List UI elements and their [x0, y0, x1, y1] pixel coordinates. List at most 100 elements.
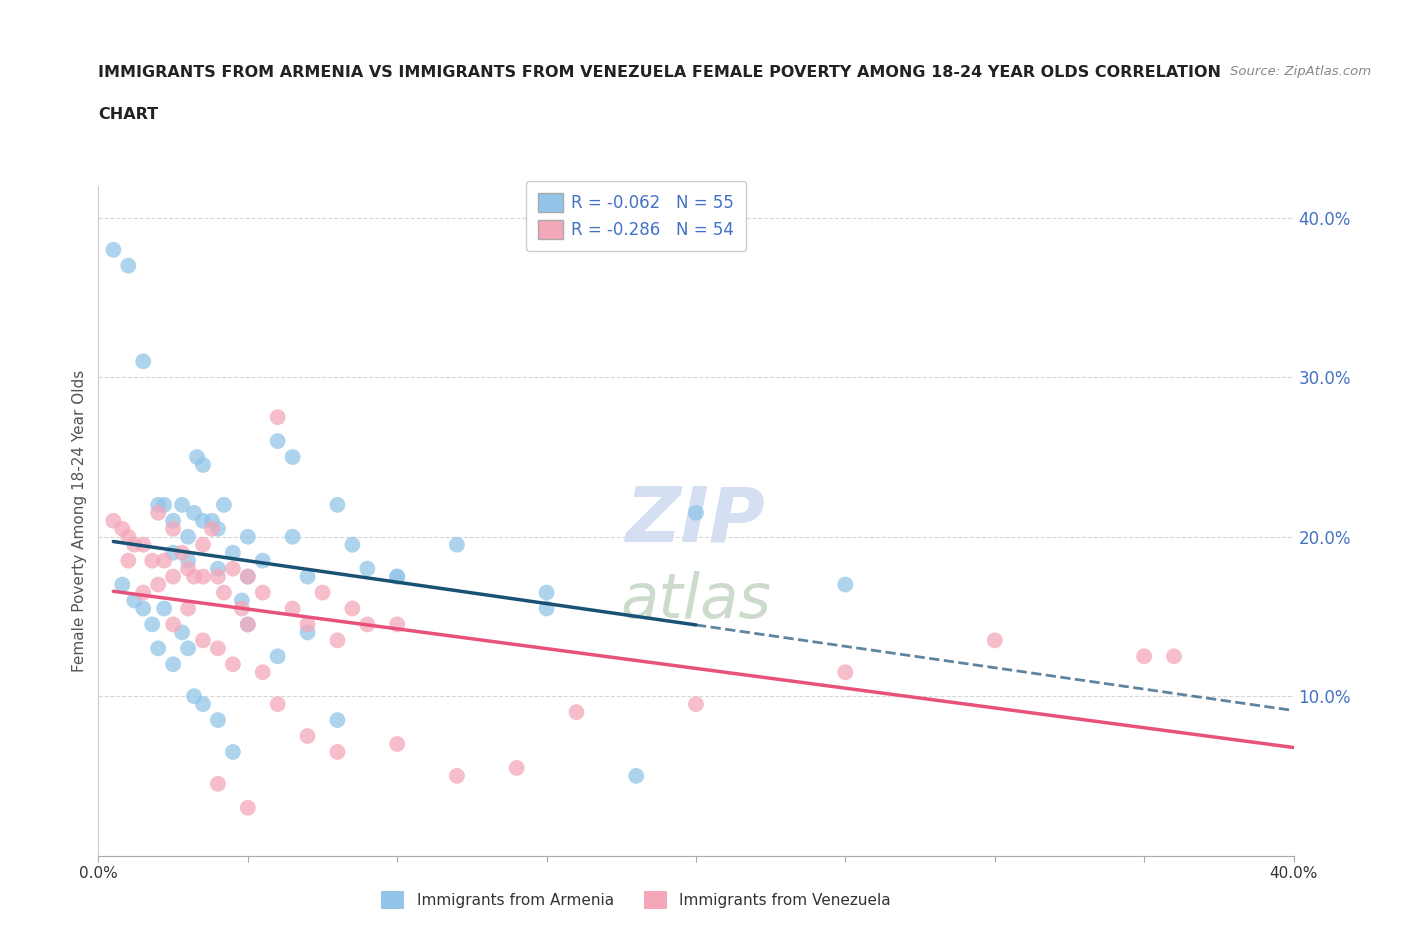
Text: Source: ZipAtlas.com: Source: ZipAtlas.com: [1230, 65, 1371, 78]
Point: [267, 410, 290, 425]
Point: [148, 578, 170, 592]
Point: [506, 761, 529, 776]
Point: [1133, 649, 1156, 664]
Point: [222, 745, 245, 760]
Point: [565, 705, 588, 720]
Point: [311, 585, 333, 600]
Point: [207, 777, 229, 791]
Point: [177, 561, 200, 576]
Point: [201, 522, 224, 537]
Point: [267, 433, 290, 448]
Text: IMMIGRANTS FROM ARMENIA VS IMMIGRANTS FROM VENEZUELA FEMALE POVERTY AMONG 18-24 : IMMIGRANTS FROM ARMENIA VS IMMIGRANTS FR…: [98, 65, 1222, 80]
Point: [385, 569, 409, 584]
Point: [207, 561, 229, 576]
Point: [267, 697, 290, 711]
Point: [141, 617, 163, 631]
Point: [201, 513, 224, 528]
Point: [297, 569, 319, 584]
Point: [536, 601, 558, 616]
Point: [326, 745, 349, 760]
Point: [236, 617, 259, 631]
Point: [191, 538, 214, 552]
Point: [153, 601, 176, 616]
Point: [236, 569, 259, 584]
Text: ZIP: ZIP: [626, 484, 766, 558]
Point: [222, 545, 245, 560]
Point: [183, 505, 205, 520]
Point: [236, 529, 259, 544]
Point: [281, 601, 304, 616]
Point: [111, 578, 134, 592]
Point: [191, 697, 214, 711]
Point: [236, 569, 259, 584]
Point: [297, 728, 319, 743]
Point: [162, 513, 184, 528]
Y-axis label: Female Poverty Among 18-24 Year Olds: Female Poverty Among 18-24 Year Olds: [72, 370, 87, 671]
Point: [153, 498, 176, 512]
Point: [172, 625, 194, 640]
Point: [124, 593, 146, 608]
Point: [685, 505, 707, 520]
Point: [222, 561, 245, 576]
Point: [191, 633, 214, 648]
Point: [207, 569, 229, 584]
Point: [141, 553, 163, 568]
Point: [162, 545, 184, 560]
Point: [446, 538, 468, 552]
Point: [207, 641, 229, 656]
Point: [162, 522, 184, 537]
Point: [212, 498, 235, 512]
Point: [624, 768, 647, 783]
Legend: Immigrants from Armenia, Immigrants from Venezuela: Immigrants from Armenia, Immigrants from…: [375, 885, 897, 915]
Point: [297, 617, 319, 631]
Point: [236, 801, 259, 816]
Point: [281, 529, 304, 544]
Text: atlas: atlas: [620, 571, 772, 631]
Point: [326, 633, 349, 648]
Point: [148, 505, 170, 520]
Point: [153, 553, 176, 568]
Point: [177, 601, 200, 616]
Point: [177, 641, 200, 656]
Point: [177, 529, 200, 544]
Point: [177, 553, 200, 568]
Point: [231, 601, 253, 616]
Point: [132, 354, 155, 369]
Point: [385, 617, 409, 631]
Point: [342, 538, 364, 552]
Point: [236, 617, 259, 631]
Point: [183, 569, 205, 584]
Point: [117, 259, 139, 273]
Point: [342, 601, 364, 616]
Point: [183, 689, 205, 704]
Point: [685, 697, 707, 711]
Point: [281, 449, 304, 464]
Point: [148, 498, 170, 512]
Point: [191, 458, 214, 472]
Point: [231, 593, 253, 608]
Point: [267, 649, 290, 664]
Point: [117, 529, 139, 544]
Point: [446, 768, 468, 783]
Point: [252, 585, 274, 600]
Point: [385, 737, 409, 751]
Point: [252, 665, 274, 680]
Point: [162, 569, 184, 584]
Point: [834, 578, 856, 592]
Text: CHART: CHART: [98, 107, 159, 122]
Point: [207, 712, 229, 727]
Point: [132, 585, 155, 600]
Point: [191, 513, 214, 528]
Point: [117, 553, 139, 568]
Point: [111, 522, 134, 537]
Point: [207, 522, 229, 537]
Point: [356, 617, 378, 631]
Point: [103, 513, 125, 528]
Point: [297, 625, 319, 640]
Point: [186, 449, 208, 464]
Point: [162, 617, 184, 631]
Point: [172, 498, 194, 512]
Point: [222, 657, 245, 671]
Point: [385, 569, 409, 584]
Point: [212, 585, 235, 600]
